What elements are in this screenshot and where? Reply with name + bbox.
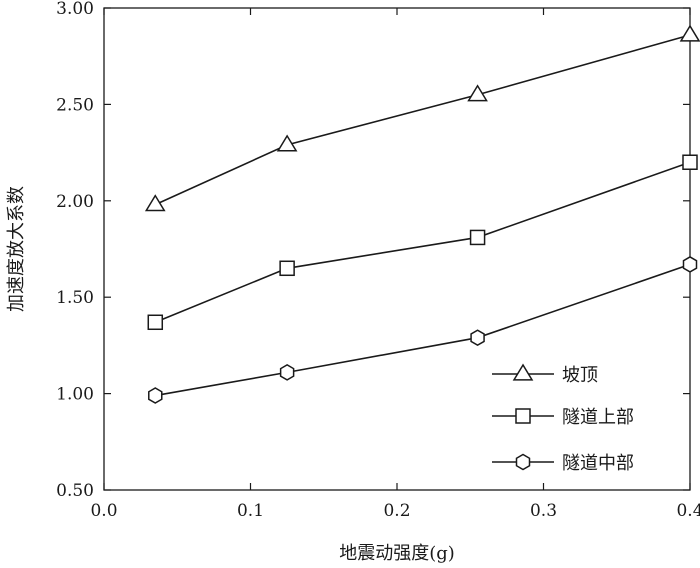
y-tick-label: 1.00	[56, 385, 94, 405]
series-3-point	[682, 256, 698, 273]
series-1-point	[144, 194, 166, 212]
series-3-point	[470, 329, 485, 347]
series-3-point	[148, 387, 163, 404]
x-tick-label: 0.1	[237, 501, 264, 521]
y-tick-label: 3.00	[56, 0, 94, 19]
legend-label: 隧道中部	[562, 453, 634, 474]
legend-marker	[512, 363, 534, 381]
x-tick-label: 0.3	[530, 501, 557, 521]
y-tick-label: 2.50	[56, 95, 94, 115]
y-tick-label: 1.50	[56, 288, 94, 308]
y-tick-label: 2.00	[56, 192, 94, 212]
x-tick-label: 0.2	[383, 501, 410, 521]
series-2-point	[279, 260, 295, 277]
series-3-point	[279, 364, 295, 381]
legend-marker	[515, 453, 531, 471]
y-tick-label: 0.50	[56, 481, 94, 501]
series-line-3	[155, 263, 691, 397]
series-2-point	[469, 229, 486, 246]
x-axis-label: 地震动强度(g)	[339, 543, 455, 564]
series-2-point	[682, 154, 698, 170]
y-axis-label: 加速度放大系数	[6, 186, 27, 312]
legend-marker	[515, 408, 531, 424]
series-2-point	[147, 314, 164, 331]
legend-label: 坡顶	[562, 365, 598, 386]
x-tick-label: 0.0	[90, 501, 117, 521]
series-line-2	[154, 161, 691, 324]
series-line-1	[154, 34, 691, 206]
series-group	[144, 24, 700, 404]
x-tick-label: 0.4	[676, 501, 700, 521]
series-1-point	[679, 24, 700, 42]
series-1-point	[467, 84, 488, 102]
axis-ticks: 0.50 1.00 1.50 2.00 2.50 3.00 0.0 0.1 0.2 0.3 0.4	[56, 0, 700, 521]
legend-label: 隧道上部	[562, 407, 634, 428]
series-1-point	[276, 134, 298, 152]
